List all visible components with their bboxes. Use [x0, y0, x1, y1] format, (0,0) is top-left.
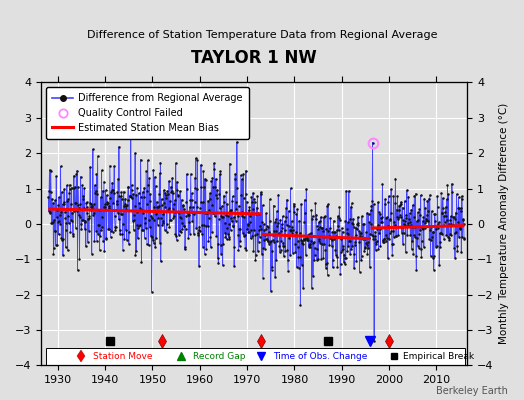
Text: Record Gap: Record Gap	[193, 352, 245, 361]
Legend: Difference from Regional Average, Quality Control Failed, Estimated Station Mean: Difference from Regional Average, Qualit…	[46, 87, 248, 139]
FancyBboxPatch shape	[46, 348, 465, 365]
Text: Berkeley Earth: Berkeley Earth	[436, 386, 508, 396]
Title: TAYLOR 1 NW: TAYLOR 1 NW	[191, 49, 317, 67]
Text: Time of Obs. Change: Time of Obs. Change	[273, 352, 367, 361]
Text: Empirical Break: Empirical Break	[403, 352, 474, 361]
Text: Difference of Station Temperature Data from Regional Average: Difference of Station Temperature Data f…	[87, 30, 437, 40]
Text: Station Move: Station Move	[93, 352, 153, 361]
Y-axis label: Monthly Temperature Anomaly Difference (°C): Monthly Temperature Anomaly Difference (…	[499, 103, 509, 344]
